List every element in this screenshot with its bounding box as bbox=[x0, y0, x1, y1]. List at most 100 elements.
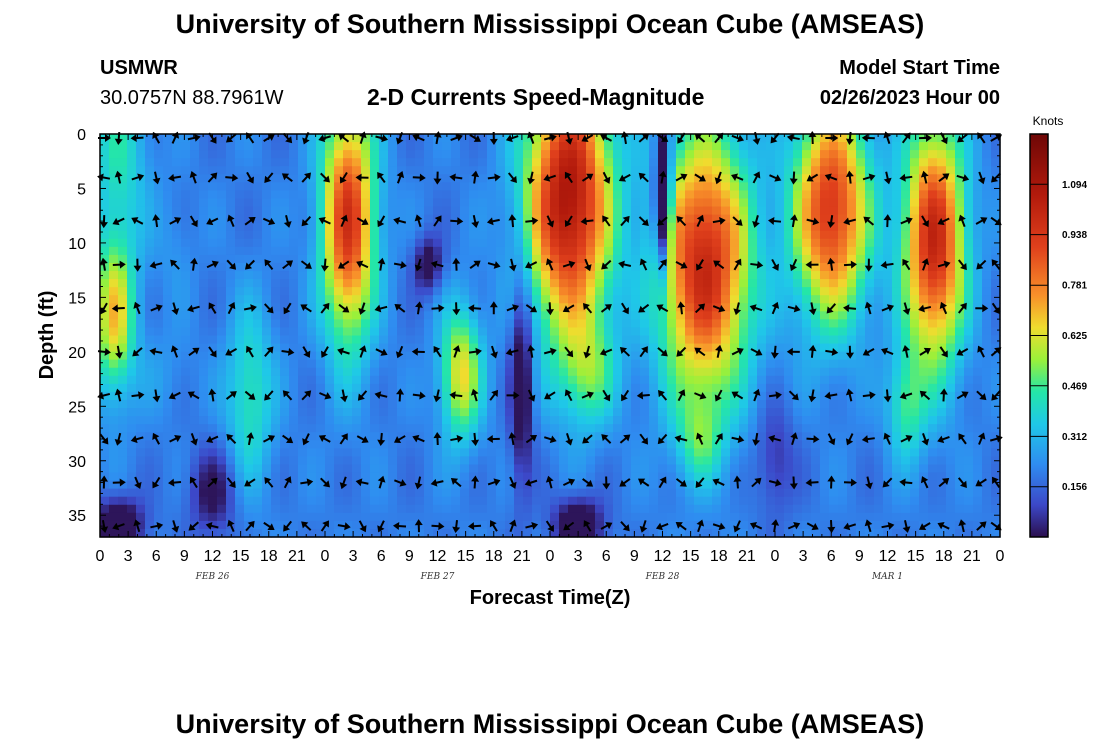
heat-cell bbox=[946, 351, 956, 361]
heat-cell bbox=[370, 424, 380, 433]
heat-cell bbox=[766, 287, 776, 296]
heat-cell bbox=[415, 359, 425, 369]
heat-cell bbox=[820, 174, 830, 183]
heat-cell bbox=[163, 528, 173, 538]
heat-cell bbox=[829, 182, 839, 192]
heat-cell bbox=[136, 182, 146, 192]
heat-cell bbox=[856, 440, 866, 449]
heat-cell bbox=[739, 351, 749, 361]
heat-cell bbox=[379, 424, 389, 433]
heat-cell bbox=[748, 512, 758, 522]
heat-cell bbox=[955, 472, 965, 482]
heat-cell bbox=[424, 424, 434, 433]
heat-cell bbox=[514, 254, 524, 264]
heat-cell bbox=[730, 158, 740, 167]
heat-cell bbox=[703, 512, 713, 522]
heat-cell bbox=[901, 182, 911, 192]
heat-cell bbox=[613, 520, 623, 530]
heat-cell bbox=[298, 262, 308, 272]
heat-cell bbox=[703, 214, 713, 224]
heat-cell bbox=[604, 287, 614, 296]
heat-cell bbox=[136, 287, 146, 296]
heat-cell bbox=[370, 456, 380, 466]
heat-cell bbox=[235, 383, 245, 393]
heat-cell bbox=[640, 182, 650, 192]
heat-cell bbox=[991, 279, 1001, 288]
heat-cell bbox=[586, 238, 596, 248]
heat-cell bbox=[793, 351, 803, 361]
heat-cell bbox=[910, 448, 920, 457]
heat-cell bbox=[478, 327, 488, 337]
heat-cell bbox=[145, 488, 155, 498]
heat-cell bbox=[550, 383, 560, 393]
heat-cell bbox=[208, 182, 218, 192]
heat-cell bbox=[757, 271, 767, 280]
heat-cell bbox=[262, 408, 272, 417]
heat-cell bbox=[496, 375, 506, 385]
heat-cell bbox=[334, 359, 344, 369]
heat-cell bbox=[811, 190, 821, 200]
heat-cell bbox=[793, 279, 803, 288]
heat-cell bbox=[352, 182, 362, 192]
heat-cell bbox=[469, 512, 479, 522]
heat-cell bbox=[577, 327, 587, 337]
heat-cell bbox=[559, 343, 569, 353]
heat-cell bbox=[838, 254, 848, 264]
heat-cell bbox=[793, 327, 803, 337]
heat-cell bbox=[820, 158, 830, 167]
heat-cell bbox=[496, 335, 506, 345]
heat-cell bbox=[145, 150, 155, 159]
heat-cell bbox=[640, 142, 650, 151]
heat-cell bbox=[901, 432, 911, 441]
heat-cell bbox=[262, 246, 272, 256]
heat-cell bbox=[604, 214, 614, 224]
heat-cell bbox=[901, 416, 911, 425]
heat-cell bbox=[676, 399, 686, 409]
heat-cell bbox=[352, 303, 362, 312]
heat-cell bbox=[937, 424, 947, 433]
heat-cell bbox=[703, 448, 713, 457]
heat-cell bbox=[226, 335, 236, 345]
heat-cell bbox=[271, 416, 281, 425]
heat-cell bbox=[847, 375, 857, 385]
heat-cell bbox=[811, 480, 821, 490]
heat-cell bbox=[496, 287, 506, 296]
heat-cell bbox=[541, 496, 551, 506]
heat-cell bbox=[640, 359, 650, 369]
heat-cell bbox=[523, 190, 533, 200]
heat-cell bbox=[946, 424, 956, 433]
heat-cell bbox=[199, 214, 209, 224]
heat-cell bbox=[244, 134, 254, 143]
heat-cell bbox=[892, 367, 902, 377]
heat-cell bbox=[163, 408, 173, 417]
heat-cell bbox=[685, 230, 695, 240]
heat-cell bbox=[973, 416, 983, 425]
heat-cell bbox=[289, 367, 299, 377]
heat-cell bbox=[379, 480, 389, 490]
heat-cell bbox=[694, 367, 704, 377]
heat-cell bbox=[919, 391, 929, 401]
heat-cell bbox=[523, 166, 533, 175]
heat-cell bbox=[388, 504, 398, 514]
heat-cell bbox=[217, 279, 227, 288]
heat-cell bbox=[775, 190, 785, 200]
heat-cell bbox=[910, 528, 920, 538]
heat-cell bbox=[928, 327, 938, 337]
heat-cell bbox=[316, 279, 326, 288]
heat-cell bbox=[748, 295, 758, 304]
heat-cell bbox=[244, 295, 254, 304]
heat-cell bbox=[514, 520, 524, 530]
heat-cell bbox=[550, 424, 560, 433]
heat-cell bbox=[649, 464, 659, 474]
heat-cell bbox=[694, 174, 704, 183]
heat-cell bbox=[163, 182, 173, 192]
heat-cell bbox=[298, 287, 308, 296]
heat-cell bbox=[721, 424, 731, 433]
heat-cell bbox=[901, 230, 911, 240]
heat-cell bbox=[370, 279, 380, 288]
heat-cell bbox=[172, 343, 182, 353]
heat-cell bbox=[649, 222, 659, 232]
heat-cell bbox=[370, 254, 380, 264]
heat-cell bbox=[937, 142, 947, 151]
heat-cell bbox=[442, 311, 452, 320]
